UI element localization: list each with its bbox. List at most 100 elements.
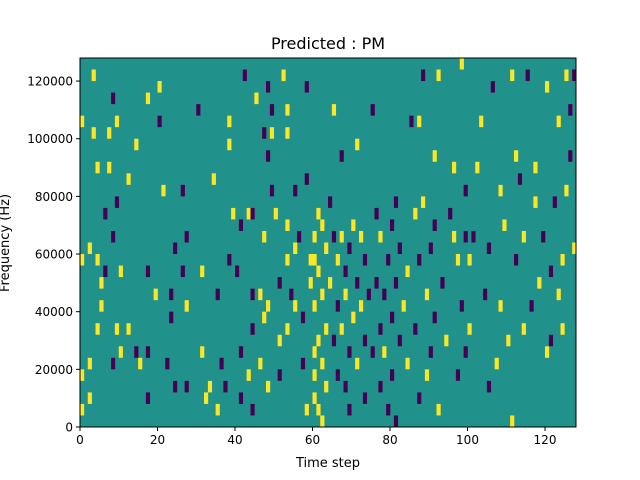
- heatmap-cell: [269, 104, 275, 116]
- heatmap-cell: [459, 58, 464, 70]
- heatmap-cell: [378, 230, 383, 243]
- x-axis-label: Time step: [295, 456, 360, 471]
- heatmap-cell: [572, 242, 577, 255]
- heatmap-cell: [320, 415, 325, 427]
- heatmap-cell: [393, 277, 399, 289]
- heatmap-cell: [328, 277, 333, 289]
- heatmap-cell: [184, 380, 189, 393]
- heatmap-cell: [145, 265, 151, 278]
- heatmap-cell: [227, 254, 232, 266]
- heatmap-cell: [308, 254, 313, 266]
- heatmap-cell: [393, 196, 399, 208]
- heatmap-cell: [103, 207, 108, 220]
- heatmap-cell: [262, 230, 267, 243]
- heatmap-cell: [297, 230, 302, 243]
- heatmap-cell: [324, 323, 329, 335]
- heatmap-cell: [285, 127, 290, 139]
- heatmap-cell: [126, 323, 131, 335]
- heatmap-cell: [490, 81, 495, 93]
- heatmap-cell: [463, 230, 468, 243]
- y-tick-label: 100000: [27, 132, 73, 146]
- heatmap-cell: [347, 403, 352, 416]
- heatmap-cell: [572, 69, 577, 82]
- heatmap-cell: [324, 380, 329, 393]
- heatmap-cell: [339, 150, 344, 162]
- heatmap-cell: [432, 219, 437, 231]
- heatmap-cell: [471, 230, 476, 243]
- heatmap-cell: [455, 254, 461, 266]
- heatmap-cell: [444, 334, 449, 347]
- heatmap-cell: [397, 334, 402, 347]
- heatmap-cell: [312, 254, 317, 266]
- heatmap-cell: [250, 403, 255, 416]
- heatmap-cell: [467, 254, 472, 266]
- plot-area: [79, 57, 577, 428]
- heatmap-cell: [459, 300, 464, 312]
- heatmap-cell: [521, 230, 526, 243]
- heatmap-cell: [405, 265, 410, 278]
- heatmap-cell: [525, 69, 530, 82]
- heatmap-cell: [289, 288, 294, 301]
- heatmap-cell: [510, 69, 515, 82]
- heatmap-cell: [545, 346, 550, 358]
- heatmap-cell: [390, 219, 395, 231]
- heatmap-cell: [223, 380, 228, 393]
- heatmap-cell: [204, 392, 209, 404]
- heatmap-cell: [331, 104, 337, 116]
- heatmap-cell: [362, 334, 368, 347]
- heatmap-cell: [266, 300, 271, 312]
- heatmap-cell: [157, 81, 162, 93]
- heatmap-cell: [359, 300, 364, 312]
- heatmap-cell: [486, 380, 492, 393]
- chart-title: Predicted : PM: [271, 34, 385, 53]
- heatmap-cell: [320, 357, 325, 370]
- y-tick-label: 120000: [27, 75, 73, 89]
- heatmap-cell: [378, 323, 383, 335]
- heatmap-cell: [448, 207, 453, 220]
- heatmap-cell: [533, 196, 538, 208]
- heatmap-cell: [87, 392, 92, 404]
- heatmap-cell: [366, 288, 371, 301]
- heatmap-cell: [455, 369, 461, 381]
- heatmap-cell: [161, 184, 166, 197]
- heatmap-cell: [339, 230, 344, 243]
- heatmap-cell: [328, 196, 333, 208]
- heatmap-cell: [111, 230, 116, 243]
- heatmap-cell: [486, 242, 492, 255]
- heatmap-cell: [312, 230, 317, 243]
- heatmap-cell: [541, 230, 546, 243]
- heatmap-cell: [312, 392, 317, 404]
- heatmap-cell: [452, 230, 457, 243]
- heatmap-cell: [359, 230, 364, 243]
- heatmap-cell: [103, 265, 108, 278]
- heatmap-cell: [134, 138, 139, 151]
- heatmap-cell: [250, 288, 255, 301]
- x-axis: 0 20 40 60 80 100 120: [76, 427, 556, 447]
- heatmap-cell: [262, 311, 267, 324]
- heatmap-cell: [401, 300, 406, 312]
- heatmap-cell: [316, 207, 321, 220]
- heatmap-cell: [99, 300, 104, 312]
- heatmap-cell: [568, 104, 573, 116]
- heatmap-cell: [80, 115, 85, 128]
- heatmap-cell: [273, 207, 278, 220]
- heatmap-cell: [242, 69, 247, 82]
- heatmap-cell: [211, 173, 216, 185]
- heatmap-cell: [250, 207, 255, 220]
- heatmap-cell: [250, 323, 255, 335]
- y-tick-label: 40000: [35, 305, 73, 319]
- heatmap-cell: [145, 346, 151, 358]
- heatmap-cell: [370, 346, 375, 358]
- heatmap-cell: [285, 219, 290, 231]
- heatmap-cell: [347, 242, 352, 255]
- heatmap-cell: [548, 334, 554, 347]
- heatmap-cell: [463, 346, 468, 358]
- heatmap-cell: [87, 242, 92, 255]
- heatmap-cell: [510, 415, 515, 427]
- heatmap-cell: [262, 127, 267, 139]
- heatmap-cell: [502, 219, 507, 231]
- heatmap-cell: [138, 357, 143, 370]
- heatmap-cell: [157, 115, 162, 128]
- heatmap-cell: [99, 277, 104, 289]
